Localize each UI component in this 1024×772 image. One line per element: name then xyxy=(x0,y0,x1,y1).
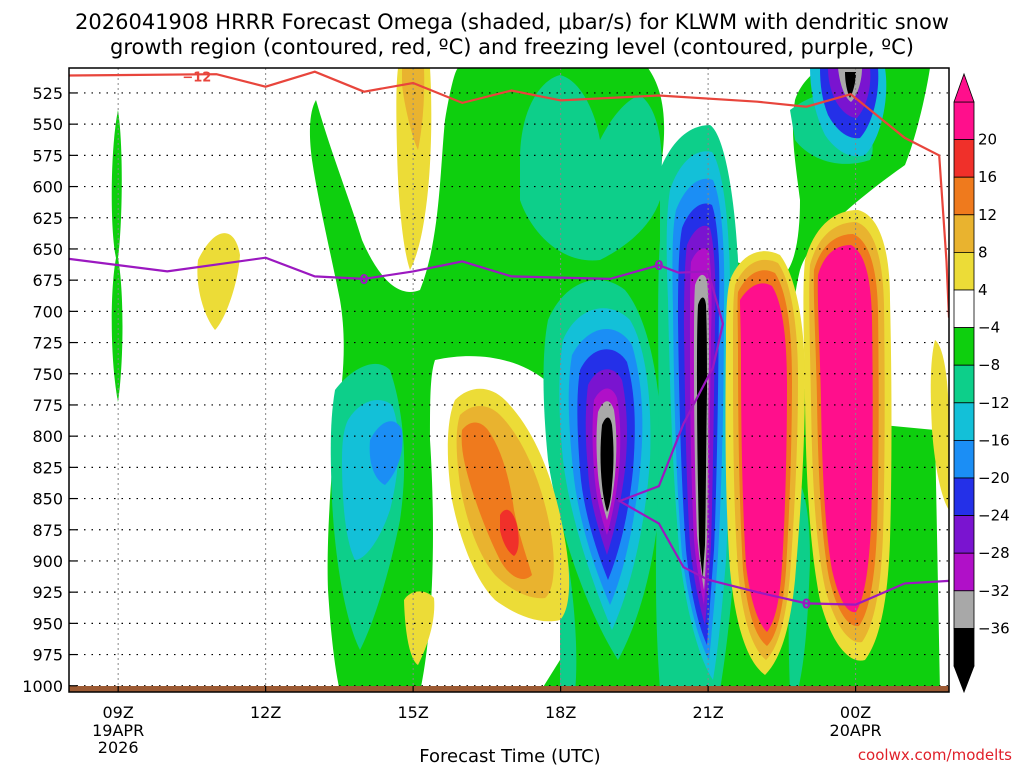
chart-gridlines xyxy=(69,68,949,692)
colorbar-level-label: 20 xyxy=(978,131,997,149)
y-tick-label: 550 xyxy=(32,115,63,134)
x-tick-label: 15Z xyxy=(397,703,428,722)
colorbar-level-label: −4 xyxy=(978,319,1000,337)
colorbar-swatch xyxy=(953,289,975,328)
colorbar-swatch xyxy=(953,364,975,404)
y-tick-label: 825 xyxy=(32,458,63,477)
x-tick-label: 21Z xyxy=(692,703,723,722)
colorbar-level-label: 8 xyxy=(978,243,988,261)
plot-frame xyxy=(68,67,950,693)
y-tick-label: 850 xyxy=(32,490,63,509)
y-tick-label: 975 xyxy=(32,646,63,665)
y-tick-label: 625 xyxy=(32,209,63,228)
colorbar-level-label: −20 xyxy=(978,469,1010,487)
colorbar-level-label: −16 xyxy=(978,431,1010,449)
y-tick-label: 900 xyxy=(32,552,63,571)
y-tick-label: 525 xyxy=(32,84,63,103)
x-axis-label: Forecast Time (UTC) xyxy=(419,746,600,767)
colorbar-swatch xyxy=(953,214,975,253)
x-tick-label: 18Z xyxy=(545,703,576,722)
colorbar-level-label: 12 xyxy=(978,206,997,224)
chart-title-line1: 2026041908 HRRR Forecast Omega (shaded, … xyxy=(75,10,949,34)
y-tick-label: 675 xyxy=(32,271,63,290)
x-tick-sublabel: 2026 xyxy=(98,738,139,757)
colorbar-level-label: −32 xyxy=(978,582,1010,600)
y-tick-label: 750 xyxy=(32,365,63,384)
colorbar-swatch xyxy=(953,402,975,441)
colorbar-swatch xyxy=(953,139,975,178)
freezing-label-20z: 0 xyxy=(654,259,663,274)
y-tick-label: 875 xyxy=(32,521,63,540)
credit-link[interactable]: coolwx.com/modelts xyxy=(858,746,1012,764)
omega-fill-yellow-upper-15z xyxy=(396,68,432,270)
y-tick-label: 650 xyxy=(32,240,63,259)
chart-title-line2: growth region (contoured, red, ºC) and f… xyxy=(110,35,914,59)
omega-fill-red-16z xyxy=(500,509,519,556)
colorbar-swatch xyxy=(953,176,975,216)
x-tick-label: 09Z xyxy=(102,703,133,722)
omega-fill-yellow-15z xyxy=(404,591,435,665)
colorbar-level-label: 16 xyxy=(978,168,997,186)
omega-fill-magenta-22z xyxy=(740,283,787,632)
colorbar-swatch xyxy=(953,101,975,140)
freezing-label-23z: 0 xyxy=(802,597,811,612)
colorbar-level-label: 4 xyxy=(978,281,988,299)
omega-fill-black-19z xyxy=(600,417,614,512)
chart-contours: −12 0 0 0 xyxy=(69,70,949,612)
colorbar-swatch xyxy=(953,439,975,479)
omega-fill-blue-west xyxy=(369,421,403,485)
omega-shading xyxy=(111,68,949,692)
omega-fill-green-west xyxy=(111,110,123,402)
colorbar-level-label: −8 xyxy=(978,356,1000,374)
colorbar-top-arrow xyxy=(953,72,975,103)
colorbar-swatch xyxy=(953,590,975,629)
colorbar-level-label: −12 xyxy=(978,394,1010,412)
colorbar-swatch xyxy=(953,628,975,667)
colorbar-swatch xyxy=(953,251,975,291)
x-tick-label: 12Z xyxy=(250,703,281,722)
omega-fill-yellow-east xyxy=(930,340,949,510)
y-tick-label: 775 xyxy=(32,396,63,415)
colorbar-swatch xyxy=(953,327,975,366)
freezing-level-contour xyxy=(69,256,949,606)
y-tick-label: 950 xyxy=(32,614,63,633)
y-tick-label: 1000 xyxy=(22,677,63,696)
y-tick-label: 800 xyxy=(32,427,63,446)
x-tick-label: 00Z xyxy=(840,703,871,722)
colorbar-level-label: −28 xyxy=(978,544,1010,562)
colorbar-level-label: −24 xyxy=(978,507,1010,525)
x-tick-sublabel: 20APR xyxy=(830,721,882,740)
y-tick-label: 725 xyxy=(32,334,63,353)
dgz-minus12-contour xyxy=(69,70,949,318)
colorbar-swatch xyxy=(953,515,975,554)
y-axis-ticks: 525 550 575 600 625 650 675 700 725 750 775 800 825 8… xyxy=(22,84,77,696)
dgz-contour-label: −12 xyxy=(182,71,211,86)
omega-fill-black-21z xyxy=(697,297,707,578)
colorbar-swatch xyxy=(953,477,975,516)
colorbar-swatch xyxy=(953,552,975,592)
y-tick-label: 575 xyxy=(32,146,63,165)
y-tick-label: 600 xyxy=(32,178,63,197)
colorbar-level-label: −36 xyxy=(978,619,1010,637)
omega-fill-yellow-west xyxy=(197,233,240,330)
x-tick-sublabel: 19APR xyxy=(92,721,144,740)
omega-fill-black-upper-00z xyxy=(845,72,856,98)
omega-fill-magenta-00z xyxy=(817,245,873,613)
omega-fill-teal-north xyxy=(520,75,662,261)
colorbar-bottom-arrow xyxy=(953,665,975,694)
freezing-label-14z: 0 xyxy=(359,273,368,288)
ground-surface-bar xyxy=(69,686,949,692)
colorbar: 20 16 12 8 4 −4 −8 −12 −16 −20 −24 −28 −32 −36 xyxy=(953,72,1010,694)
y-tick-label: 925 xyxy=(32,583,63,602)
y-tick-label: 700 xyxy=(32,302,63,321)
